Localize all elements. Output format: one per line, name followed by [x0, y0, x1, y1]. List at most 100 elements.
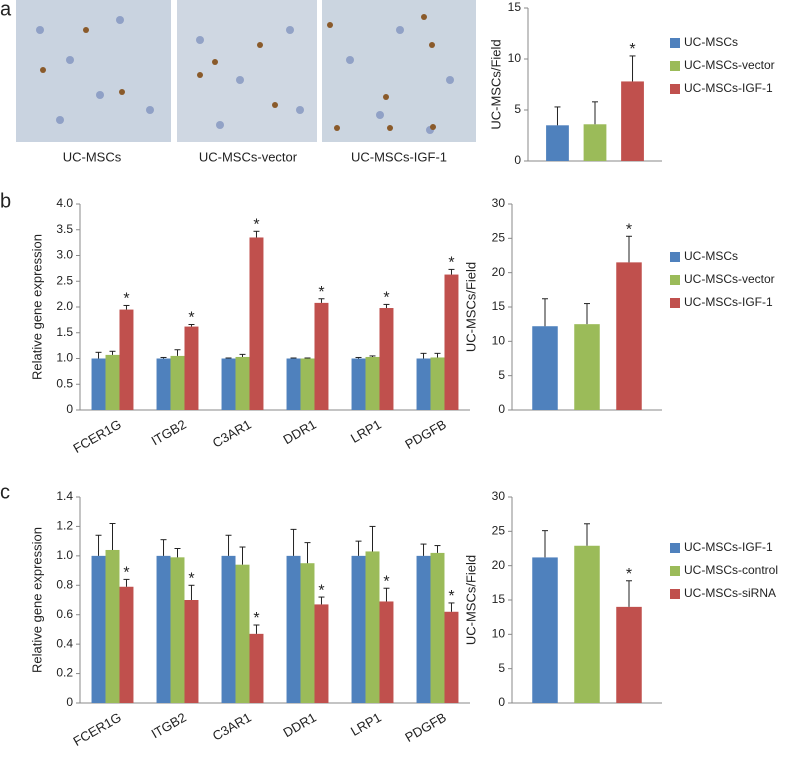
error-bar — [95, 534, 102, 556]
significance-marker: * — [123, 565, 129, 582]
error-bar — [239, 353, 246, 357]
legend-swatch — [670, 61, 680, 71]
y-axis-label: UC-MSCs/Field — [463, 555, 478, 645]
bar — [249, 633, 264, 703]
significance-marker: * — [383, 573, 389, 590]
x-tick-label: LRP1 — [348, 417, 384, 446]
bar — [105, 354, 120, 410]
error-bar — [420, 543, 427, 556]
bar — [170, 355, 185, 410]
x-tick-label: FCER1G — [71, 710, 124, 749]
y-tick-label: 15 — [492, 299, 506, 313]
bar — [300, 563, 315, 703]
y-tick-label: 0.6 — [56, 607, 73, 621]
bar — [156, 555, 171, 703]
micrograph — [177, 0, 317, 142]
bar — [105, 549, 120, 703]
error-bar — [123, 578, 130, 587]
legend-label: UC-MSCs — [684, 249, 738, 263]
bar — [546, 125, 569, 161]
bar — [249, 237, 264, 410]
error-bar — [225, 534, 232, 556]
error-bar — [290, 528, 297, 556]
bar — [532, 326, 558, 410]
bar — [286, 358, 301, 410]
y-tick-label: 1.2 — [56, 519, 73, 533]
y-tick-label: 10 — [508, 51, 522, 65]
y-axis-label: Relative gene expression — [29, 234, 44, 380]
error-bar — [626, 235, 632, 263]
y-tick-label: 1.4 — [56, 489, 73, 503]
significance-marker: * — [123, 291, 129, 308]
x-tick-label: C3AR1 — [210, 710, 254, 744]
legend-label: UC-MSCs-vector — [684, 272, 775, 286]
significance-marker: * — [626, 566, 632, 583]
legend-swatch — [670, 252, 680, 262]
bar — [379, 601, 394, 703]
legend-swatch — [670, 543, 680, 553]
image-caption: UC-MSCs-IGF-1 — [351, 149, 447, 164]
legend-swatch — [670, 298, 680, 308]
x-tick-label: DDR1 — [281, 710, 319, 741]
panel-label: c — [0, 481, 10, 503]
bar — [444, 274, 459, 410]
y-tick-label: 25 — [492, 524, 506, 538]
x-tick-label: LRP1 — [348, 710, 384, 739]
y-tick-label: 1.0 — [56, 351, 73, 365]
image-caption: UC-MSCs — [63, 149, 122, 164]
error-bar — [95, 351, 102, 359]
x-tick-label: C3AR1 — [210, 417, 254, 451]
error-bar — [626, 580, 632, 607]
bar — [314, 604, 329, 703]
error-bar — [253, 230, 260, 238]
bar — [119, 586, 134, 703]
y-tick-label: 0 — [498, 695, 505, 709]
error-bar — [448, 268, 455, 275]
legend-swatch — [670, 84, 680, 94]
error-bar — [584, 303, 590, 325]
error-bar — [584, 523, 590, 546]
legend-label: UC-MSCs-siRNA — [684, 586, 776, 600]
y-tick-label: 0 — [66, 402, 73, 416]
error-bar — [225, 357, 232, 359]
legend-label: UC-MSCs-vector — [684, 58, 775, 72]
image-caption: UC-MSCs-vector — [199, 149, 298, 164]
significance-marker: * — [318, 582, 324, 599]
x-tick-label: PDGFB — [402, 417, 448, 452]
panel-label: b — [0, 190, 11, 212]
significance-marker: * — [188, 571, 194, 588]
bar — [91, 555, 106, 703]
error-bar — [383, 303, 390, 309]
y-tick-label: 5 — [498, 368, 505, 382]
significance-marker: * — [253, 217, 259, 234]
error-bar — [369, 355, 376, 357]
panel-label: a — [0, 0, 12, 20]
y-tick-label: 4.0 — [56, 196, 73, 210]
y-tick-label: 1.5 — [56, 325, 73, 339]
error-bar — [629, 55, 636, 82]
significance-marker: * — [383, 290, 389, 307]
error-bar — [160, 356, 167, 359]
error-bar — [123, 304, 130, 310]
error-bar — [253, 624, 260, 634]
y-tick-label: 15 — [492, 592, 506, 606]
bar — [314, 302, 329, 410]
legend-label: UC-MSCs-control — [684, 563, 778, 577]
significance-marker: * — [448, 588, 454, 605]
bar — [300, 358, 315, 410]
y-tick-label: 10 — [492, 627, 506, 641]
error-bar — [304, 542, 311, 564]
significance-marker: * — [448, 255, 454, 272]
error-bar — [290, 357, 297, 359]
bar — [416, 555, 431, 703]
bar — [621, 81, 644, 161]
legend-swatch — [670, 589, 680, 599]
bar — [91, 358, 106, 410]
x-tick-label: PDGFB — [402, 710, 448, 745]
y-tick-label: 0.5 — [56, 376, 73, 390]
bar — [416, 358, 431, 410]
error-bar — [109, 350, 116, 355]
error-bar — [383, 587, 390, 602]
y-tick-label: 5 — [514, 102, 521, 116]
